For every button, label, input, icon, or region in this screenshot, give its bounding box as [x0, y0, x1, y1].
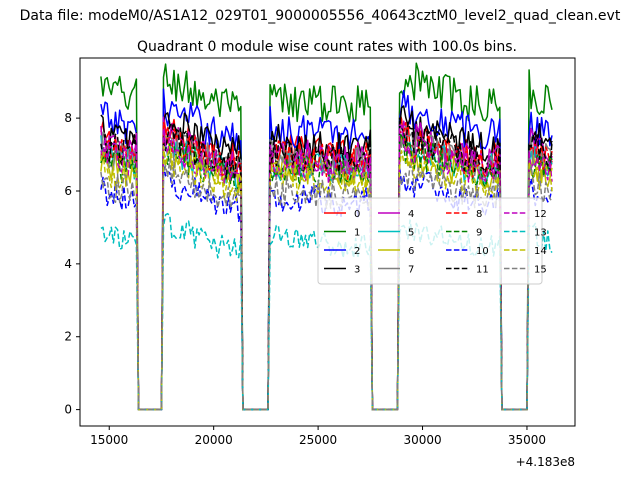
legend-label-1: 1 [354, 228, 360, 239]
series-line-12 [100, 124, 553, 411]
legend-label-8: 8 [476, 209, 482, 220]
y-tick-label: 4 [64, 257, 72, 271]
legend-label-11: 11 [476, 265, 489, 276]
legend-label-5: 5 [408, 228, 414, 239]
legend-label-9: 9 [476, 228, 482, 239]
series-line-11 [100, 117, 553, 411]
y-axis: 0 2 4 6 8 [64, 111, 80, 417]
y-tick-label: 6 [64, 184, 72, 198]
chart-title: Quadrant 0 module wise count rates with … [137, 39, 517, 55]
legend-label-4: 4 [408, 209, 414, 220]
legend-label-2: 2 [354, 246, 360, 257]
figure-suptitle: Data file: modeM0/AS1A12_029T01_90000055… [20, 8, 621, 24]
y-tick-label: 0 [64, 403, 72, 417]
y-tick-label: 2 [64, 330, 72, 344]
series-line-1 [100, 62, 553, 411]
legend-label-6: 6 [408, 246, 414, 257]
y-tick-label: 8 [64, 111, 72, 125]
legend-label-3: 3 [354, 265, 360, 276]
x-axis-offset-label: +4.183e8 [516, 455, 575, 469]
legend-label-13: 13 [534, 228, 547, 239]
x-tick-label: 35000 [508, 433, 546, 447]
legend-label-15: 15 [534, 265, 547, 276]
series-line-2 [100, 88, 553, 411]
series-line-14 [100, 145, 553, 411]
legend-frame [317, 197, 543, 285]
x-tick-label: 20000 [195, 433, 233, 447]
x-tick-label: 30000 [403, 433, 441, 447]
x-axis: 15000 20000 25000 30000 35000 [90, 426, 546, 447]
series-line-8 [100, 121, 553, 411]
x-tick-label: 15000 [90, 433, 128, 447]
legend-label-10: 10 [476, 246, 489, 257]
legend-label-12: 12 [534, 209, 547, 220]
legend-label-7: 7 [408, 265, 414, 276]
legend-label-14: 14 [534, 246, 547, 257]
legend-label-0: 0 [354, 209, 360, 220]
axes-frame [79, 57, 576, 427]
x-tick-label: 25000 [299, 433, 337, 447]
